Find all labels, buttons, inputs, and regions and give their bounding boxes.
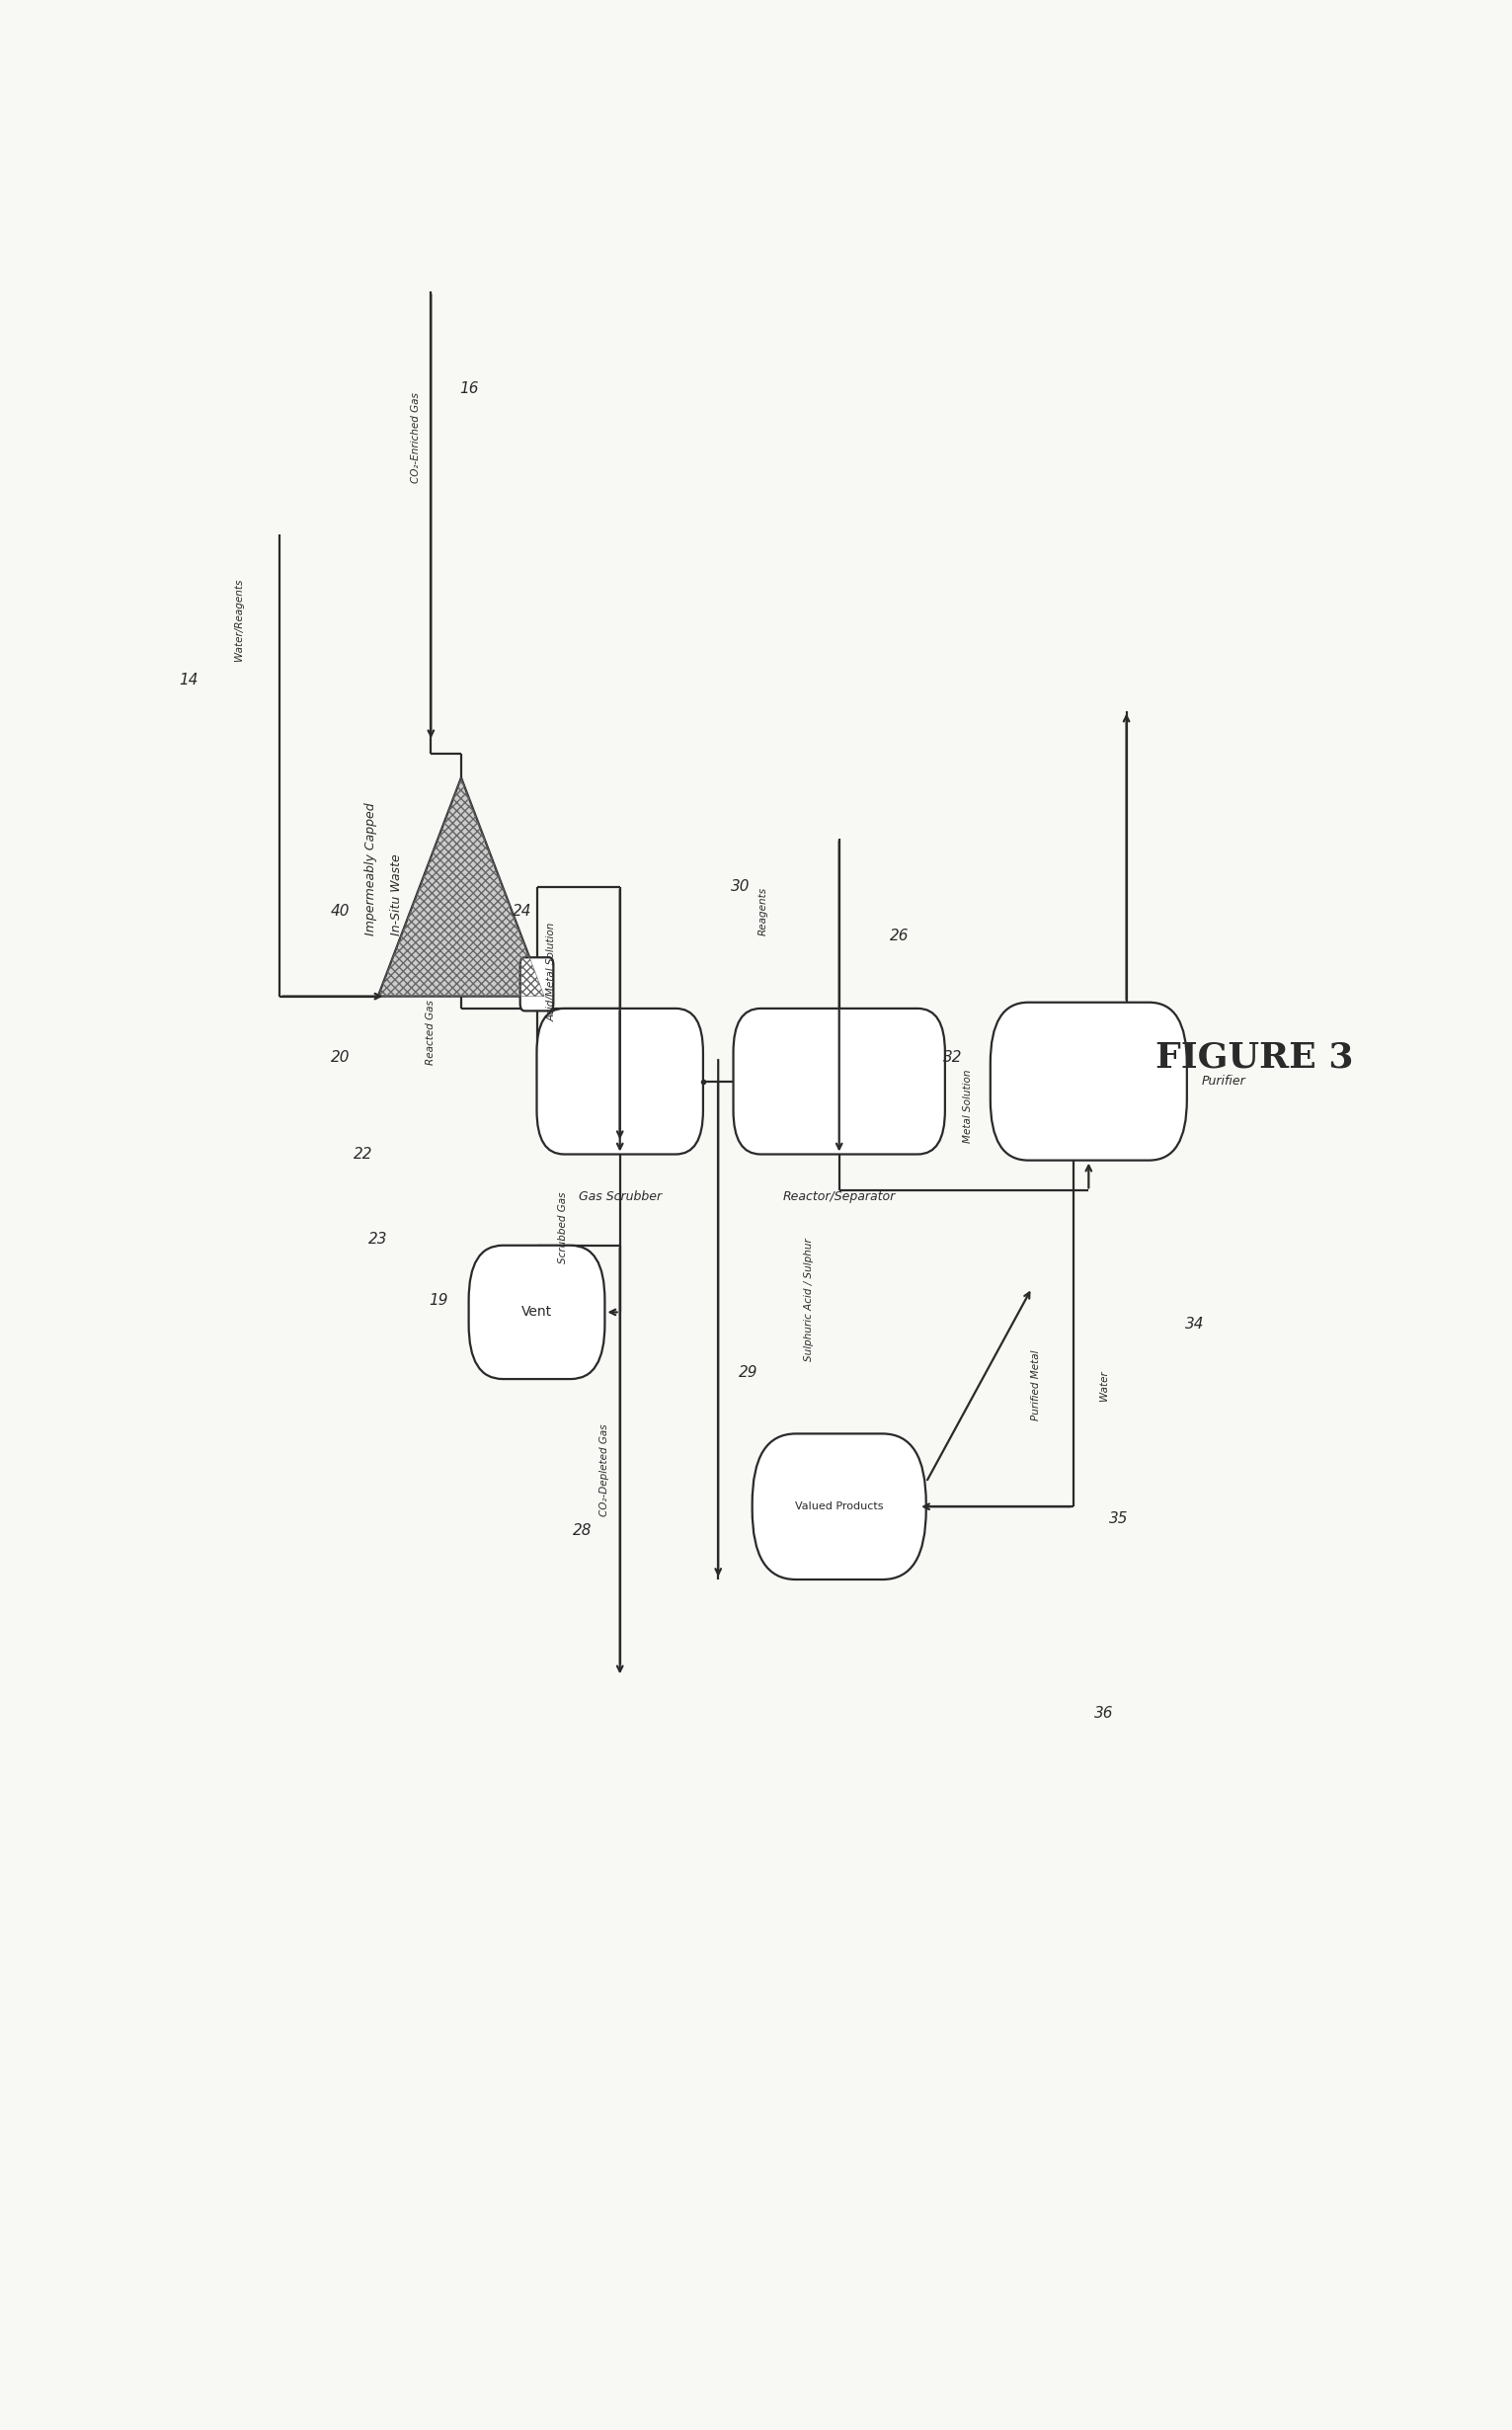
- Text: 22: 22: [354, 1147, 372, 1162]
- Text: Impermeably Capped: Impermeably Capped: [364, 802, 376, 936]
- Text: 24: 24: [513, 904, 531, 919]
- Text: Reactor/Separator: Reactor/Separator: [783, 1191, 895, 1203]
- Text: 34: 34: [1185, 1317, 1204, 1332]
- Text: 26: 26: [891, 928, 909, 943]
- Text: 36: 36: [1095, 1706, 1113, 1720]
- Text: Acid/Metal Solution: Acid/Metal Solution: [547, 923, 556, 1021]
- Polygon shape: [378, 778, 544, 996]
- Text: 28: 28: [573, 1524, 591, 1538]
- Text: Purified Metal: Purified Metal: [1031, 1349, 1040, 1422]
- Text: Valued Products: Valued Products: [795, 1502, 883, 1511]
- Text: 32: 32: [943, 1050, 962, 1064]
- Text: 16: 16: [460, 382, 478, 396]
- Text: 30: 30: [732, 880, 750, 894]
- Text: 23: 23: [369, 1232, 387, 1247]
- Text: Reagents: Reagents: [759, 887, 768, 936]
- Text: Purifier: Purifier: [1202, 1074, 1246, 1089]
- FancyBboxPatch shape: [753, 1434, 925, 1580]
- Text: 14: 14: [180, 673, 198, 688]
- Text: CO₂-Enriched Gas: CO₂-Enriched Gas: [411, 391, 420, 484]
- FancyBboxPatch shape: [990, 1001, 1187, 1162]
- FancyBboxPatch shape: [469, 1247, 605, 1380]
- Text: Reacted Gas: Reacted Gas: [426, 1001, 435, 1064]
- Text: 35: 35: [1110, 1511, 1128, 1526]
- Text: Gas Scrubber: Gas Scrubber: [579, 1191, 661, 1203]
- Text: Vent: Vent: [522, 1305, 552, 1319]
- Text: CO₂-Depleted Gas: CO₂-Depleted Gas: [600, 1424, 609, 1516]
- Text: Water/Reagents: Water/Reagents: [234, 578, 243, 661]
- Text: 20: 20: [331, 1050, 349, 1064]
- Text: In-Situ Waste: In-Situ Waste: [390, 853, 402, 936]
- FancyBboxPatch shape: [537, 1008, 703, 1154]
- Text: Water: Water: [1099, 1371, 1108, 1400]
- Text: 29: 29: [739, 1366, 758, 1380]
- Text: Metal Solution: Metal Solution: [963, 1069, 972, 1142]
- Text: FIGURE 3: FIGURE 3: [1157, 1040, 1353, 1074]
- Text: 40: 40: [331, 904, 349, 919]
- Text: Sulphuric Acid / Sulphur: Sulphuric Acid / Sulphur: [804, 1239, 813, 1361]
- FancyBboxPatch shape: [733, 1008, 945, 1154]
- FancyBboxPatch shape: [520, 957, 553, 1011]
- Text: Scrubbed Gas: Scrubbed Gas: [558, 1191, 567, 1264]
- Text: 19: 19: [429, 1293, 448, 1307]
